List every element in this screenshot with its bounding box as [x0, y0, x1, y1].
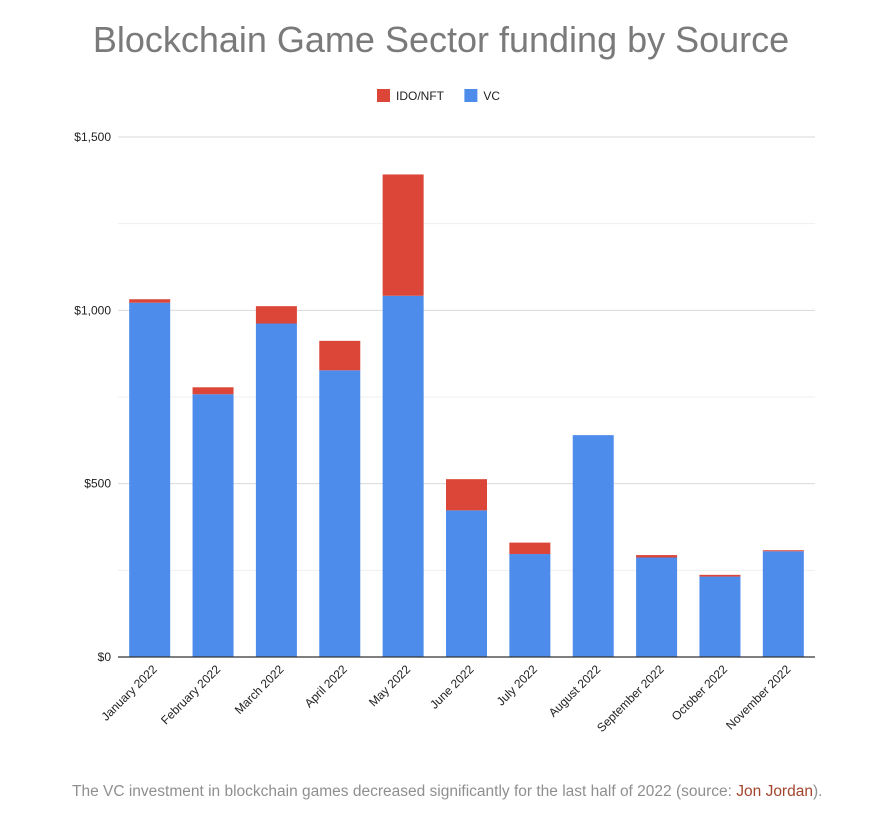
y-tick-label: $1,500: [74, 130, 111, 144]
x-tick-label: August 2022: [546, 662, 604, 720]
bar-ido-nft: [319, 340, 361, 371]
x-tick-label: February 2022: [158, 662, 223, 727]
legend-label: VC: [483, 89, 500, 103]
x-tick-label: March 2022: [232, 662, 287, 717]
bar-ido-nft: [446, 479, 487, 511]
bar-ido-nft: [509, 542, 551, 555]
chart-title: Blockchain Game Sector funding by Source: [93, 19, 789, 60]
bar-ido-nft: [699, 574, 741, 577]
x-tick-label: May 2022: [366, 662, 413, 709]
bar-vc: [192, 394, 234, 657]
bar-vc: [319, 370, 361, 657]
legend-swatch: [377, 89, 390, 102]
legend-label: IDO/NFT: [396, 89, 445, 103]
bar-vc: [446, 510, 487, 657]
bar-ido-nft: [255, 306, 297, 324]
figure-caption: The VC investment in blockchain games de…: [72, 778, 832, 805]
x-tick-label: April 2022: [302, 662, 350, 710]
bars: [129, 174, 804, 657]
caption-text: The VC investment in blockchain games de…: [72, 783, 737, 800]
x-tick-label: November 2022: [723, 662, 794, 733]
chart-container: Blockchain Game Sector funding by Source…: [74, 19, 815, 735]
bar-ido-nft: [382, 174, 424, 296]
chart-legend: IDO/NFT VC: [377, 89, 500, 103]
caption-suffix: ).: [812, 783, 823, 800]
x-tick-label: July 2022: [494, 662, 540, 708]
x-tick-label: January 2022: [98, 662, 160, 724]
bar-vc: [509, 554, 551, 657]
bar-ido-nft: [192, 387, 234, 395]
funding-chart: Blockchain Game Sector funding by Source…: [74, 19, 815, 735]
bar-vc: [762, 551, 804, 657]
bar-vc: [129, 302, 171, 657]
y-tick-label: $1,000: [74, 303, 111, 317]
y-tick-label: $500: [84, 477, 111, 491]
bar-ido-nft: [636, 555, 678, 558]
source-link[interactable]: Jon Jordan: [736, 783, 813, 800]
y-axis: $0 $500 $1,000 $1,500: [74, 130, 111, 664]
bar-ido-nft: [762, 550, 804, 552]
legend-swatch: [464, 89, 478, 102]
bar-vc: [382, 295, 424, 657]
bar-vc: [572, 435, 614, 657]
y-tick-label: $0: [98, 650, 112, 664]
bar-vc: [636, 557, 678, 657]
bar-vc: [699, 576, 741, 657]
gridlines: [118, 136, 815, 571]
x-tick-label: September 2022: [594, 662, 667, 735]
bar-ido-nft: [129, 299, 171, 303]
bar-vc: [255, 323, 297, 657]
x-tick-label: October 2022: [669, 662, 731, 724]
x-tick-label: June 2022: [427, 662, 477, 712]
